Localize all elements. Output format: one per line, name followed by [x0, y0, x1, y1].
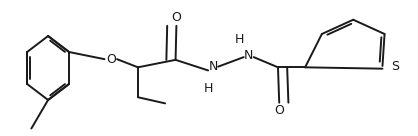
Text: S: S	[391, 60, 399, 73]
Text: H: H	[234, 33, 244, 46]
Text: N: N	[244, 49, 253, 62]
Text: O: O	[106, 53, 116, 66]
Text: H: H	[204, 82, 213, 95]
Text: N: N	[209, 60, 218, 73]
Text: O: O	[171, 11, 181, 24]
Text: O: O	[274, 104, 284, 117]
